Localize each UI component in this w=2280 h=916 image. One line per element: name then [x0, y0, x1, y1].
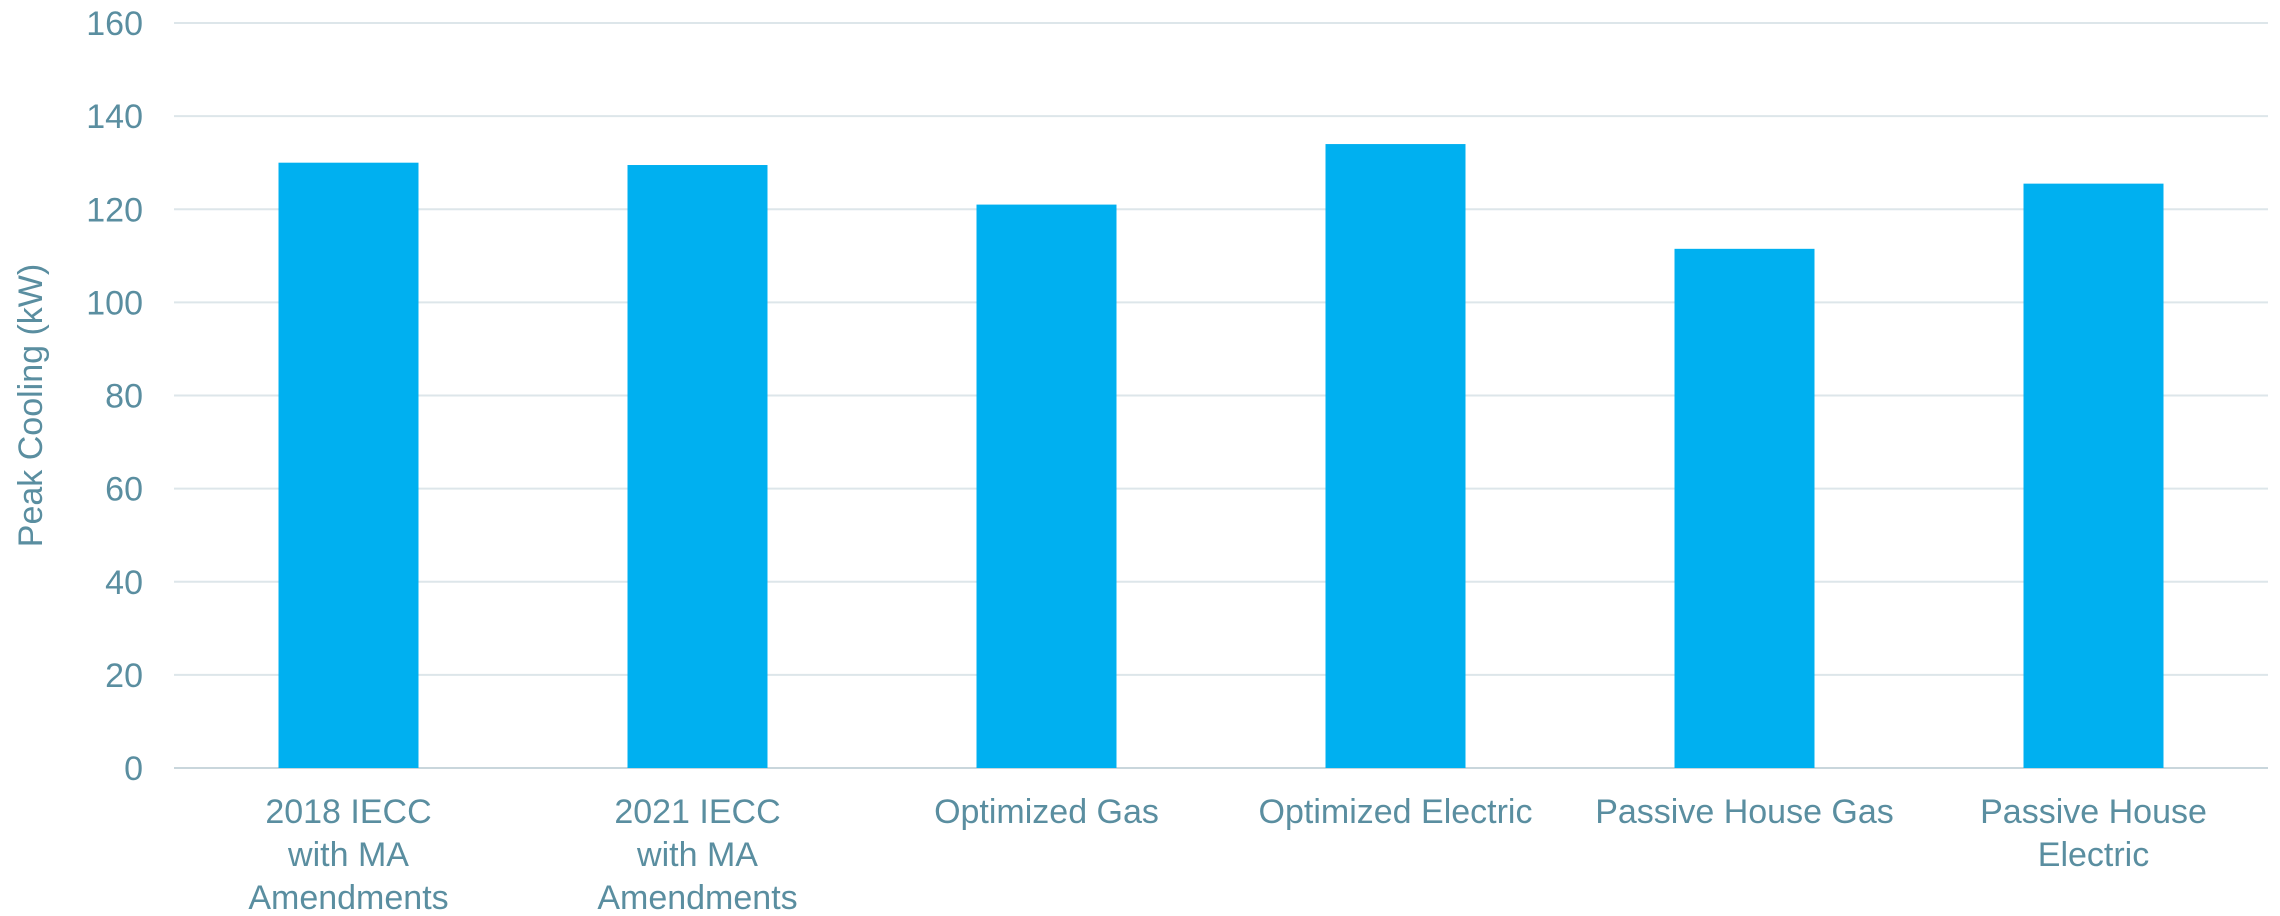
- x-category-label-line: Amendments: [597, 879, 797, 916]
- x-category-label-line: Optimized Gas: [934, 793, 1159, 831]
- y-tick-label: 100: [86, 284, 143, 322]
- x-category-label-line: with MA: [287, 836, 409, 874]
- y-axis-title: Peak Cooling (kW): [12, 264, 50, 547]
- gridlines: [174, 22, 2268, 769]
- bar: [976, 204, 1117, 768]
- x-category-label-line: with MA: [636, 836, 758, 874]
- x-category-label: 2021 IECC with MA Amendments: [597, 793, 797, 916]
- x-category-label: Optimized Gas: [934, 793, 1159, 831]
- x-category-label-line: Electric: [2038, 836, 2149, 874]
- x-category-label: Passive House Electric: [1980, 793, 2207, 874]
- y-tick-label: 0: [124, 750, 143, 788]
- bar: [1325, 144, 1466, 768]
- x-category-label-line: 2018 IECC: [265, 793, 431, 831]
- y-tick-labels: 0 20 40 60 80 100 120 140 160: [86, 5, 143, 788]
- y-tick-label: 40: [105, 564, 143, 602]
- y-tick-label: 160: [86, 5, 143, 43]
- x-category-labels: 2018 IECC with MA Amendments 2021 IECC with …: [248, 793, 2207, 916]
- bar: [627, 165, 768, 768]
- x-category-label-line: Optimized Electric: [1259, 793, 1533, 831]
- y-tick-label: 120: [86, 191, 143, 229]
- bar: [2023, 183, 2164, 768]
- x-category-label-line: Amendments: [248, 879, 448, 916]
- bar: [278, 162, 419, 768]
- x-category-label: Passive House Gas: [1595, 793, 1894, 831]
- y-tick-label: 140: [86, 98, 143, 136]
- bars: [278, 144, 2164, 768]
- y-tick-label: 60: [105, 471, 143, 509]
- x-category-label-line: Passive House Gas: [1595, 793, 1894, 831]
- y-tick-label: 80: [105, 378, 143, 416]
- x-category-label-line: 2021 IECC: [614, 793, 780, 831]
- x-category-label-line: Passive House: [1980, 793, 2207, 831]
- y-tick-label: 20: [105, 657, 143, 695]
- x-category-label: 2018 IECC with MA Amendments: [248, 793, 448, 916]
- x-category-label: Optimized Electric: [1259, 793, 1533, 831]
- bar: [1674, 248, 1815, 768]
